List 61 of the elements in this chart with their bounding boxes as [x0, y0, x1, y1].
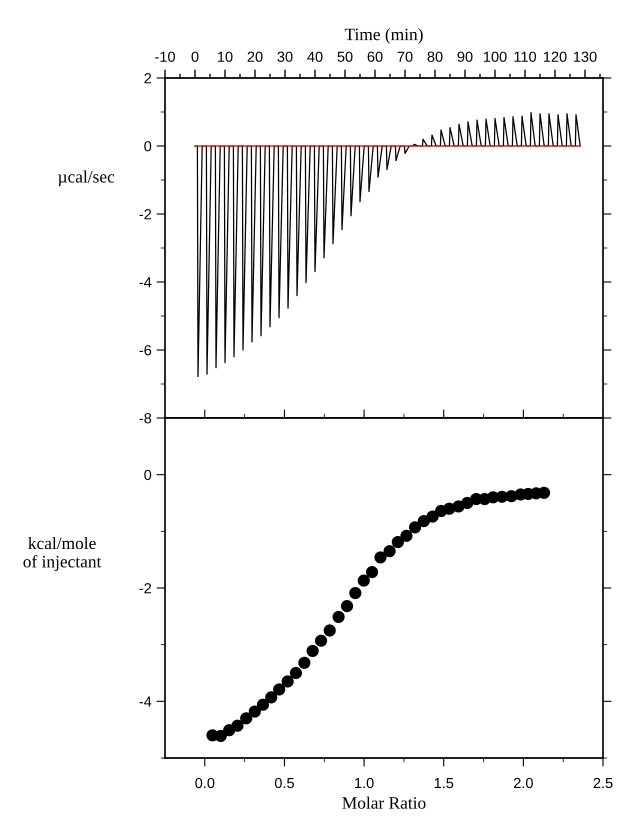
point	[392, 536, 404, 548]
x-tick-label: 100	[484, 52, 507, 62]
point	[248, 705, 261, 718]
point	[340, 600, 354, 612]
point	[461, 496, 474, 510]
point	[358, 574, 370, 587]
x-tick-label: 0	[192, 52, 198, 62]
point	[231, 720, 244, 732]
y-axis-title: µcal/sec	[58, 170, 114, 186]
point	[374, 551, 387, 564]
point	[426, 510, 439, 523]
x-axis-title: Molar Ratio	[342, 796, 426, 809]
point	[366, 566, 378, 578]
y-tick-label: 0	[144, 470, 152, 480]
line-series	[194, 112, 581, 378]
point	[214, 730, 227, 742]
point	[400, 530, 413, 542]
y-axis-title: kcal/mole of injectant	[23, 536, 102, 572]
y-tick-label: -8	[139, 413, 152, 424]
x-tick-label: -10	[155, 52, 175, 62]
point	[306, 644, 319, 657]
x-tick-label: 0.5	[274, 778, 294, 788]
point	[408, 521, 422, 534]
point	[332, 610, 345, 623]
x-tick-label: 60	[368, 52, 383, 62]
point	[349, 587, 362, 600]
x-tick-label: 1.5	[434, 778, 454, 788]
y-tick-label: -6	[139, 345, 152, 356]
x-tick-label: 120	[544, 52, 567, 62]
point	[315, 634, 328, 647]
point	[265, 691, 278, 704]
x-tick-label: 2.5	[594, 778, 613, 788]
x-tick-label: 0.0	[195, 778, 214, 788]
x-tick-label: 70	[398, 52, 413, 62]
point	[273, 683, 286, 696]
y-tick-label: -4	[139, 696, 152, 707]
point	[298, 656, 310, 669]
x-tick-label: 50	[337, 52, 353, 62]
point	[384, 545, 396, 558]
y-tick-label: 0	[144, 141, 152, 152]
y-tick-label: 2	[144, 73, 152, 84]
x-tick-label: 30	[277, 52, 293, 62]
x-tick-label: 40	[307, 52, 323, 62]
x-tick-label: 1.0	[355, 778, 374, 788]
x-tick-label: 2.0	[514, 778, 533, 788]
y-tick-label: -2	[139, 583, 152, 594]
x-tick-label: 10	[218, 52, 233, 62]
point	[418, 515, 430, 528]
y-tick-label: -2	[139, 209, 152, 220]
point	[324, 624, 336, 637]
x-tick-label: 130	[574, 52, 597, 62]
point	[282, 675, 294, 688]
x-axis-title: Time (min)	[344, 28, 423, 44]
point	[256, 698, 270, 711]
x-tick-label: 90	[458, 52, 473, 62]
y-tick-label: -4	[139, 277, 152, 288]
x-tick-label: 110	[514, 52, 536, 62]
point	[240, 712, 252, 724]
x-tick-label: 20	[248, 52, 263, 62]
x-tick-label: 80	[428, 52, 443, 62]
point	[290, 666, 302, 680]
